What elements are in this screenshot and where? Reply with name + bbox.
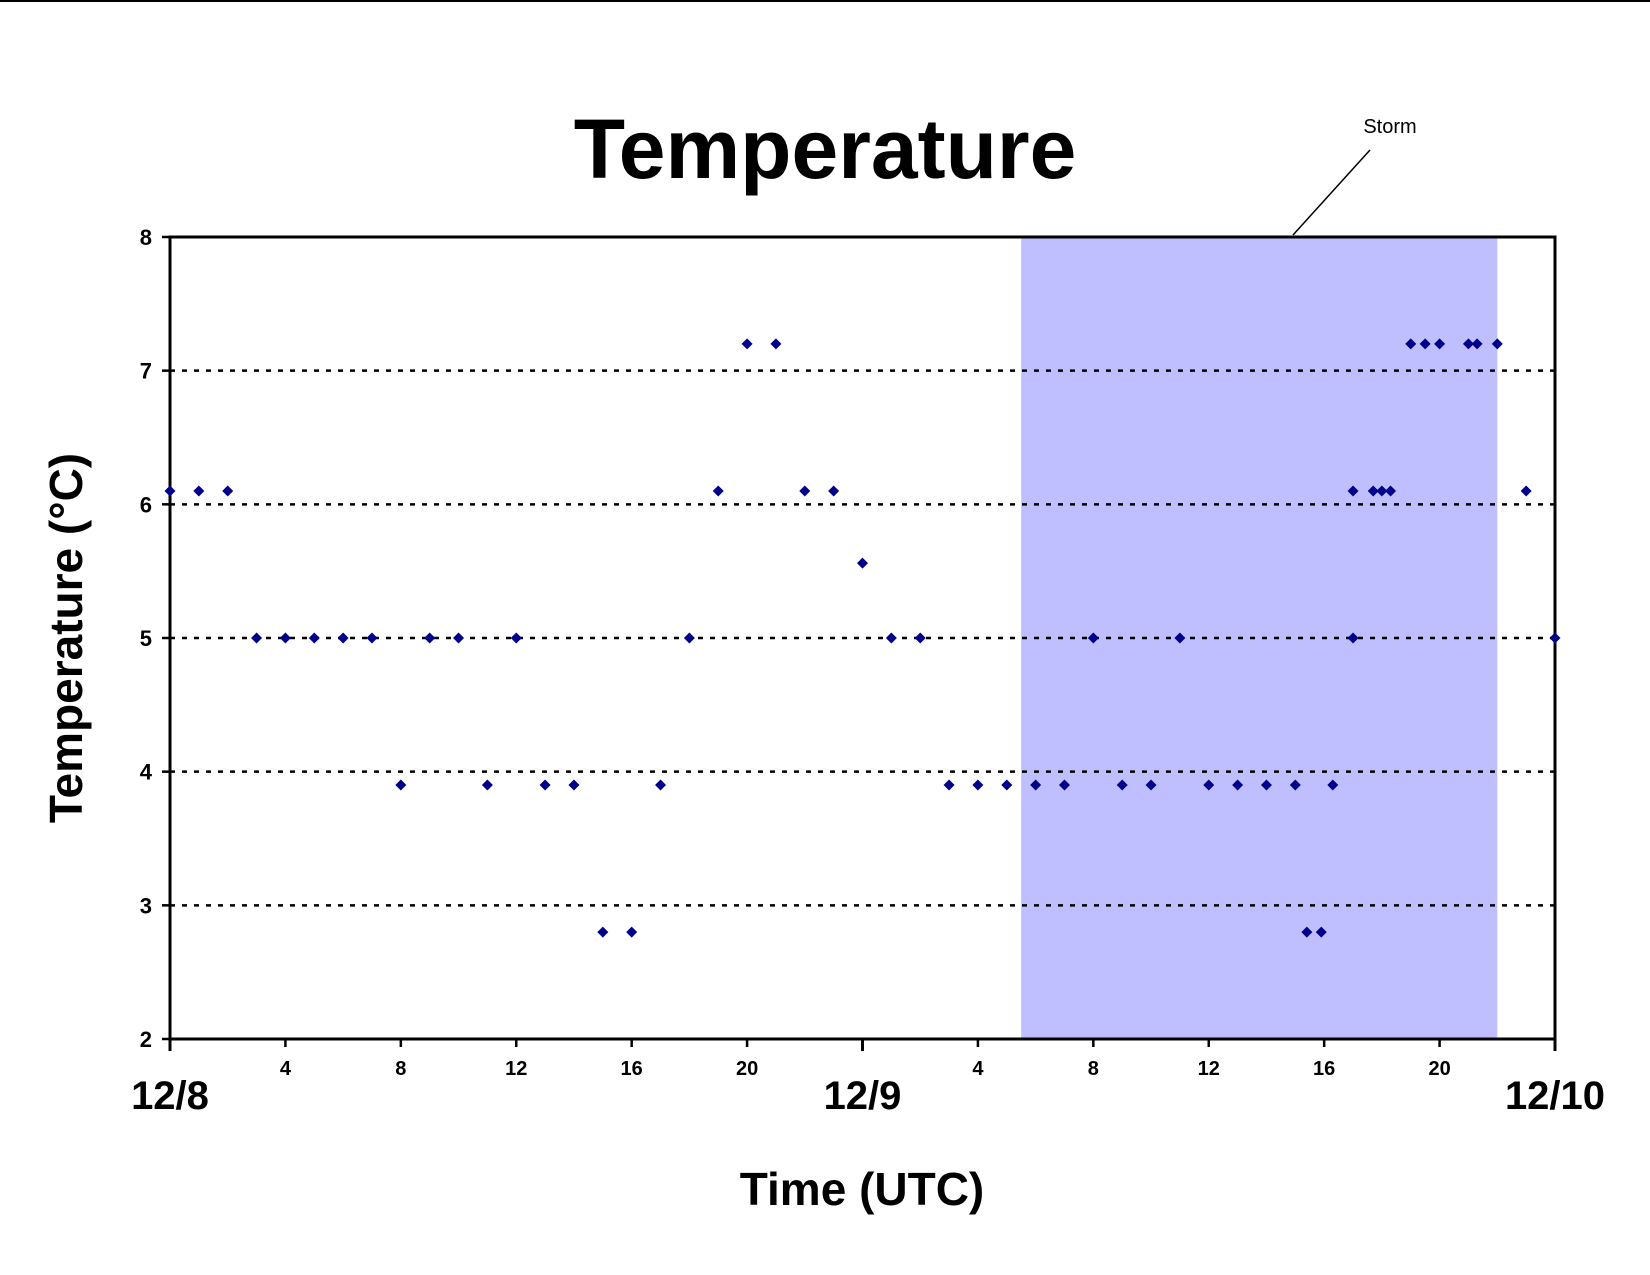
data-point [481,779,493,791]
data-point [1030,779,1042,791]
x-date-label: 12/8 [131,1074,209,1118]
data-point [366,632,378,644]
y-tick-label: 4 [140,760,153,785]
data-point [222,485,234,497]
data-point [424,632,436,644]
storm-callout-line [1292,149,1371,236]
x-tick-label: 12 [505,1058,527,1080]
data-point [857,557,868,569]
data-point [308,632,320,644]
data-point [1327,779,1339,791]
data-point [1315,926,1327,938]
data-point [337,632,349,644]
x-tick-label: 16 [1313,1058,1335,1080]
data-point [799,485,811,497]
y-tick-label: 8 [140,225,152,250]
y-tick-label: 6 [140,492,152,517]
data-point [395,779,407,791]
data-point [914,632,926,644]
data-point [453,632,465,644]
data-point [1419,338,1431,350]
data-point [1549,632,1561,644]
data-point [539,779,551,791]
data-point [597,926,609,938]
data-point [568,779,580,791]
chart-title: Temperature [574,102,1077,196]
x-tick-label: 20 [736,1058,758,1080]
data-point [1347,485,1359,497]
data-point [972,779,984,791]
data-point [1471,338,1483,350]
data-point [1405,338,1417,350]
data-point [741,338,753,350]
storm-annotation-label: Storm [1363,116,1416,138]
data-point [1434,338,1446,350]
y-tick-label: 2 [140,1027,152,1052]
x-tick-label: 20 [1428,1058,1450,1080]
x-axis-label: Time (UTC) [740,1163,985,1215]
data-point [1347,632,1359,644]
y-tick-label: 3 [140,893,152,918]
data-point [1232,779,1244,791]
data-point [943,779,955,791]
data-point [770,338,782,350]
x-tick-label: 4 [972,1058,984,1080]
data-point [1145,779,1157,791]
data-point [164,485,176,497]
data-point [1174,632,1186,644]
data-point [885,632,897,644]
data-point [655,779,667,791]
data-point [626,926,638,938]
x-tick-label: 8 [1088,1058,1099,1080]
x-date-label: 12/10 [1505,1074,1605,1118]
top-border-line [0,0,1650,2]
data-point [1520,485,1532,497]
data-point [828,485,840,497]
x-tick-label: 4 [280,1058,292,1080]
data-point [1260,779,1272,791]
y-tick-label: 5 [140,626,152,651]
data-point [251,632,263,644]
data-point [1087,632,1099,644]
data-point [1203,779,1215,791]
y-axis-label: Temperature (°C) [40,453,92,823]
data-point [193,485,205,497]
y-tick-label: 7 [140,359,152,384]
data-point [1491,338,1503,350]
data-point [1376,485,1388,497]
data-point [683,632,695,644]
data-point [1001,779,1013,791]
x-tick-label: 8 [395,1058,406,1080]
data-point [712,485,724,497]
storm-shaded-region [1021,237,1498,1039]
data-point [1385,485,1397,497]
data-point [279,632,291,644]
data-point [1289,779,1301,791]
data-point [1462,338,1474,350]
x-tick-label: 16 [621,1058,643,1080]
data-point [1367,485,1379,497]
data-point [1058,779,1070,791]
x-date-label: 12/9 [824,1074,902,1118]
data-point [1116,779,1128,791]
data-point [1301,926,1313,938]
data-point [510,632,522,644]
x-tick-label: 12 [1198,1058,1220,1080]
